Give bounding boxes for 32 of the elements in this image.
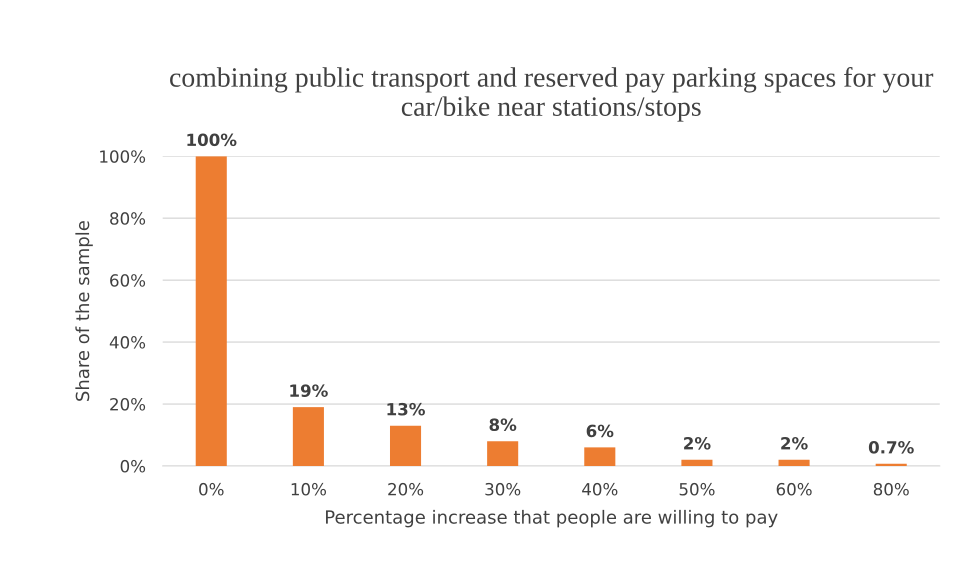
- x-tick-label: 0%: [199, 482, 224, 496]
- bar: [390, 426, 422, 466]
- bar: [778, 460, 810, 466]
- y-tick-label: 100%: [100, 150, 146, 163]
- bar: [196, 156, 227, 466]
- x-tick-label: 60%: [776, 482, 812, 496]
- x-axis-title: Percentage increase that people are willing to pay: [326, 510, 778, 528]
- x-tick-label: 20%: [388, 482, 424, 496]
- bar: [292, 407, 324, 466]
- y-tick-label: 80%: [110, 212, 146, 225]
- y-tick-label: 60%: [110, 274, 146, 287]
- chart-title: combining public transport and reserved pay parking spaces for your car/bike near stations/stops: [170, 67, 934, 122]
- data-label: 2%: [684, 436, 711, 450]
- x-tick-label: 30%: [485, 482, 520, 496]
- y-tick-label: 20%: [110, 398, 146, 411]
- y-tick-label: 0%: [120, 460, 146, 473]
- data-label: 0.7%: [868, 441, 914, 454]
- data-label: 13%: [387, 402, 425, 416]
- data-label: 6%: [586, 424, 614, 438]
- bar: [487, 441, 518, 466]
- bar: [584, 447, 616, 466]
- data-label: 8%: [490, 418, 516, 432]
- data-label: 100%: [187, 134, 236, 146]
- bar: [681, 460, 712, 466]
- y-tick-label: 40%: [110, 336, 146, 349]
- x-tick-label: 10%: [292, 482, 326, 496]
- x-tick-label: 80%: [874, 482, 909, 496]
- y-axis-title: Share of the sample: [75, 221, 93, 401]
- data-label: 2%: [781, 436, 808, 450]
- data-label: 19%: [290, 384, 328, 397]
- x-tick-label: 50%: [680, 482, 715, 496]
- x-tick-label: 40%: [582, 482, 618, 496]
